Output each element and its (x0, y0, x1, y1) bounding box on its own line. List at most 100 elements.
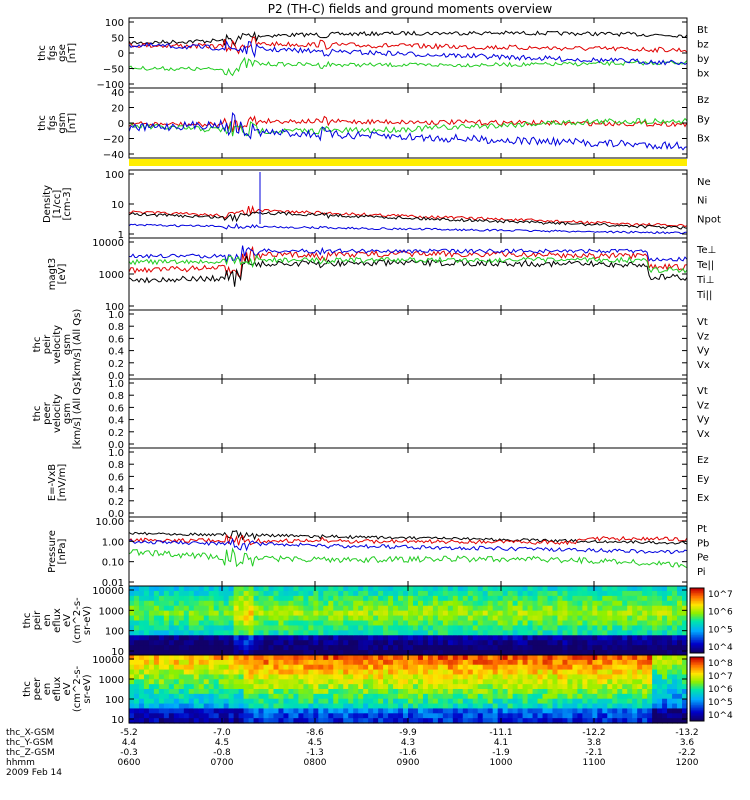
heatmap-cell (268, 693, 275, 700)
heatmap-cell (178, 615, 185, 622)
heatmap-cell (348, 615, 354, 622)
heatmap-cell (582, 586, 588, 592)
heatmap-cell (173, 635, 180, 641)
heatmap-cell (338, 674, 344, 680)
heatmap-cell (153, 650, 160, 656)
heatmap-cell (143, 693, 150, 700)
heatmap-cell (363, 605, 369, 612)
heatmap-cell (497, 659, 504, 666)
heatmap-cell (193, 650, 200, 656)
heatmap-cell (278, 586, 285, 592)
heatmap-cell (657, 590, 663, 597)
heatmap-cell (273, 698, 280, 705)
heatmap-cell (303, 708, 309, 714)
heatmap-cell (547, 645, 554, 651)
heatmap-cell (507, 684, 514, 690)
heatmap-cell (537, 659, 544, 666)
heatmap-cell (627, 693, 633, 700)
heatmap-cell (577, 655, 583, 661)
heatmap-cell (298, 630, 304, 636)
heatmap-cell (408, 674, 414, 680)
heatmap-cell (452, 718, 459, 724)
heatmap-cell (203, 684, 210, 690)
heatmap-cell (512, 659, 519, 666)
colorbar-cell (690, 692, 704, 695)
heatmap-cell (612, 635, 618, 641)
heatmap-cell (412, 595, 419, 602)
heatmap-cell (532, 645, 539, 651)
heatmap-cell (572, 708, 578, 714)
heatmap-cell (597, 620, 603, 627)
heatmap-cell (173, 586, 180, 592)
heatmap-cell (632, 698, 638, 705)
heatmap-cell (223, 693, 230, 700)
heatmap-cell (323, 674, 329, 680)
heatmap-cell (133, 625, 140, 631)
heatmap-cell (373, 698, 379, 705)
heatmap-cell (682, 674, 688, 680)
heatmap-cell (253, 620, 260, 627)
heatmap-cell (273, 620, 280, 627)
heatmap-cell (532, 718, 539, 724)
y-axis-label: thc (37, 115, 48, 131)
y-axis-label: magt3 (47, 258, 58, 291)
heatmap-cell (447, 679, 454, 685)
heatmap-cell (168, 718, 175, 724)
heatmap-cell (602, 713, 608, 719)
heatmap-cell (537, 713, 544, 719)
heatmap-cell (213, 698, 220, 705)
heatmap-cell (542, 650, 549, 656)
heatmap-cell (313, 645, 319, 651)
heatmap-cell (597, 679, 603, 685)
heatmap-cell (218, 674, 225, 680)
heatmap-cell (647, 586, 653, 592)
heatmap-cell (547, 698, 554, 705)
heatmap-cell (667, 650, 673, 656)
heatmap-cell (612, 659, 618, 666)
heatmap-cell (572, 669, 578, 676)
heatmap-cell (333, 689, 339, 695)
heatmap-cell (129, 630, 135, 636)
heatmap-cell (467, 605, 474, 612)
heatmap-cell (308, 595, 314, 602)
heatmap-cell (363, 610, 369, 617)
heatmap-cell (642, 620, 648, 627)
heatmap-cell (268, 620, 275, 627)
heatmap-cell (547, 610, 554, 617)
heatmap-cell (373, 664, 379, 671)
heatmap-cell (602, 615, 608, 622)
heatmap-cell (158, 669, 165, 676)
heatmap-cell (348, 713, 354, 719)
heatmap-cell (612, 645, 618, 651)
heatmap-cell (457, 708, 464, 714)
heatmap-cell (138, 664, 145, 671)
footer-value: 4.1 (494, 738, 508, 748)
heatmap-cell (388, 650, 394, 656)
heatmap-cell (348, 674, 354, 680)
heatmap-cell (477, 595, 484, 602)
heatmap-cell (532, 664, 539, 671)
heatmap-cell (432, 605, 439, 612)
heatmap-cell (248, 620, 255, 627)
heatmap-cell (153, 708, 160, 714)
heatmap-cell (358, 708, 364, 714)
heatmap-cell (158, 595, 165, 602)
heatmap-cell (582, 635, 588, 641)
heatmap-cell (542, 635, 549, 641)
heatmap-cell (412, 703, 419, 710)
heatmap-cell (398, 610, 404, 617)
heatmap-cell (467, 664, 474, 671)
heatmap-cell (383, 679, 389, 685)
heatmap-cell (632, 708, 638, 714)
heatmap-cell (557, 615, 564, 622)
heatmap-cell (403, 630, 409, 636)
heatmap-cell (457, 625, 464, 631)
heatmap-cell (188, 698, 195, 705)
heatmap-cell (133, 590, 140, 597)
heatmap-cell (318, 586, 324, 592)
heatmap-cell (298, 655, 304, 661)
heatmap-cell (193, 645, 200, 651)
heatmap-cell (557, 630, 564, 636)
heatmap-cell (562, 698, 569, 705)
heatmap-cell (243, 605, 250, 612)
